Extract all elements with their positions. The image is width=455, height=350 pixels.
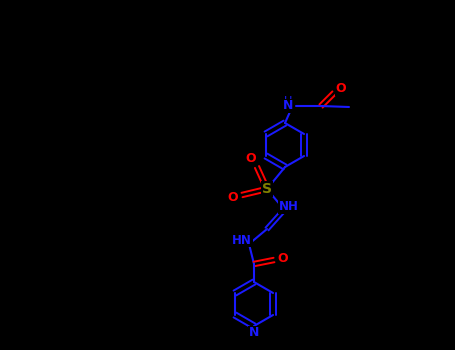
Text: N: N	[283, 99, 293, 112]
Text: N: N	[249, 327, 259, 340]
Text: HN: HN	[232, 233, 252, 246]
Text: O: O	[278, 252, 288, 266]
Text: NH: NH	[279, 201, 299, 214]
Text: O: O	[228, 190, 238, 203]
Text: O: O	[246, 153, 256, 166]
Text: H: H	[284, 96, 292, 106]
Text: S: S	[262, 182, 272, 196]
Text: O: O	[336, 83, 346, 96]
